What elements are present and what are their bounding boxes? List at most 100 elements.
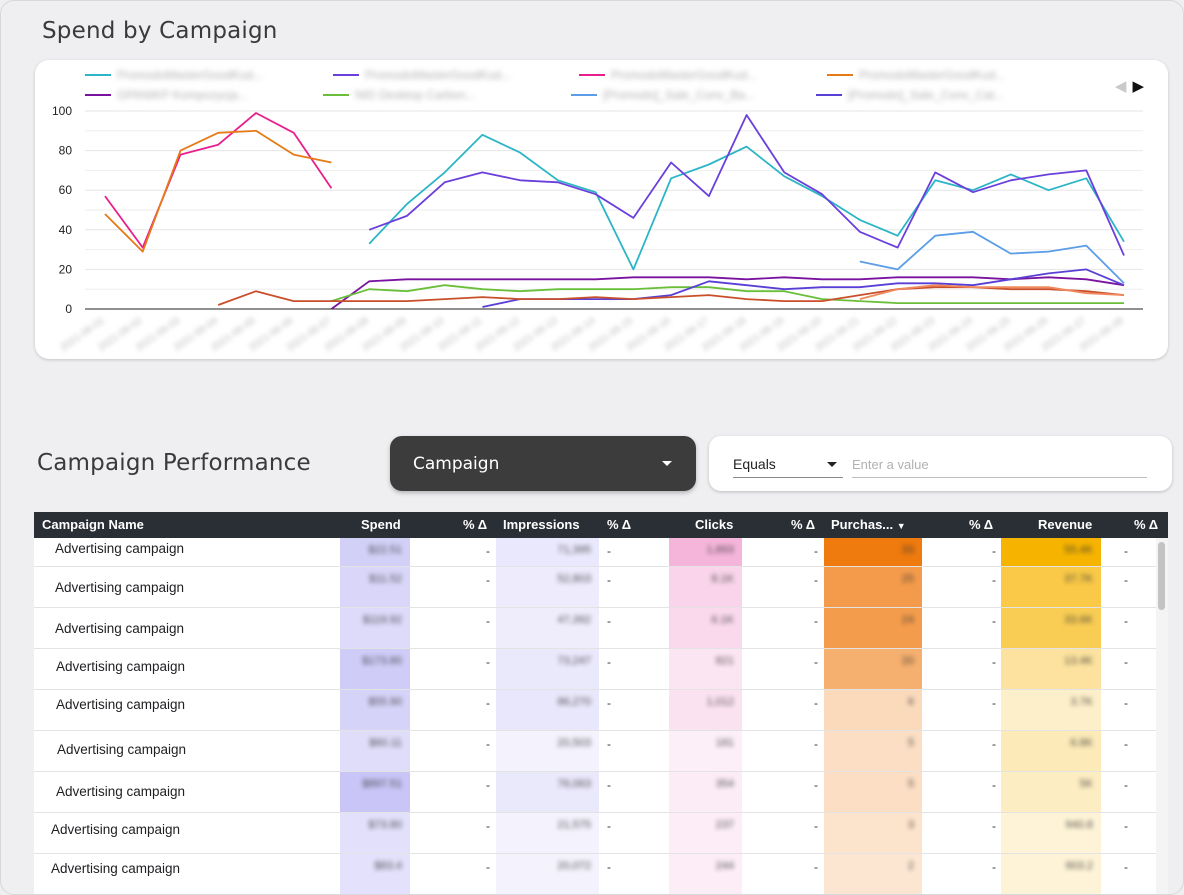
performance-title: Campaign Performance: [37, 450, 311, 476]
spend-cell: $55.90: [340, 690, 410, 730]
delta-cell: -: [1124, 860, 1128, 874]
col-clicks-delta[interactable]: % Δ: [791, 517, 816, 532]
impr-cell: 20,503: [496, 731, 599, 771]
y-tick-label: 80: [59, 144, 73, 158]
campaign-name-cell: Advertising campaign: [51, 861, 181, 876]
legend-next-icon[interactable]: ▶: [1132, 78, 1144, 95]
campaign-name-cell: Advertising campaign: [56, 659, 186, 674]
delta-cell: -: [814, 860, 818, 874]
delta-cell: -: [486, 573, 490, 587]
legend-swatch: [816, 94, 842, 96]
rev-value: 940.8: [1065, 819, 1093, 831]
rev-cell: 940.8: [1001, 813, 1101, 853]
delta-cell: -: [486, 655, 490, 669]
table-row[interactable]: Advertising campaign $11.52 52,803 8.1K 25 37…: [34, 567, 1156, 608]
campaign-name-cell: Advertising campaign: [55, 541, 185, 556]
y-tick-label: 100: [52, 104, 72, 118]
col-impressions[interactable]: Impressions: [503, 517, 580, 532]
purch-value: 5: [907, 778, 914, 790]
spend-cell: $173.80: [340, 649, 410, 689]
purch-value: 24: [901, 614, 914, 626]
purch-cell: 20: [824, 649, 922, 689]
clicks-value: 8.1K: [711, 573, 734, 585]
filter-control: Equals: [709, 436, 1172, 491]
clicks-value: 181: [715, 737, 734, 749]
col-purchases-delta[interactable]: % Δ: [969, 517, 994, 532]
table-row[interactable]: Advertising campaign $55.90 86,270 1,012 6 3.…: [34, 690, 1156, 731]
spend-value: $173.80: [362, 655, 402, 667]
series-line: [482, 268, 1125, 308]
impr-value: 52,803: [557, 573, 591, 585]
clicks-value: 821: [715, 655, 734, 667]
delta-cell: -: [607, 544, 611, 558]
col-clicks[interactable]: Clicks: [695, 517, 734, 532]
delta-cell: -: [1124, 737, 1128, 751]
series-line: [330, 276, 1125, 310]
table-row[interactable]: Advertising campaign $60.11 20,503 181 5 6.8K…: [34, 731, 1156, 772]
legend-item[interactable]: PromodoMasterGoodKud...: [827, 68, 1005, 82]
legend-item[interactable]: [Promodo]_Sale_Conv_Ba...: [571, 88, 755, 102]
legend-label: PromodoMasterGoodKud...: [117, 68, 264, 82]
dimension-dropdown-label: Campaign: [413, 453, 500, 474]
delta-cell: -: [486, 614, 490, 628]
campaign-table: Campaign Name Spend % Δ Impressions % Δ …: [34, 512, 1168, 894]
legend-pager: ◀ ▶: [1115, 77, 1144, 95]
col-spend[interactable]: Spend: [361, 517, 401, 532]
rev-cell: 13.4K: [1001, 649, 1101, 689]
legend-label: NID Desktop Carbon...: [355, 88, 476, 102]
table-row[interactable]: Advertising campaign $73.80 21,575 237 3 940.…: [34, 813, 1156, 854]
dimension-dropdown[interactable]: Campaign: [390, 436, 696, 491]
table-row[interactable]: Advertising campaign $22.51 71,395 1,893 33 5…: [34, 538, 1156, 567]
spend-cell: $119.92: [340, 608, 410, 648]
legend-item[interactable]: NID Desktop Carbon...: [323, 88, 476, 102]
clicks-value: 237: [715, 819, 734, 831]
spend-line-chart: 1008060402002021-06-012021-06-022021-06-…: [52, 104, 1143, 354]
col-revenue[interactable]: Revenue: [1038, 517, 1093, 532]
rev-value: 3.7K: [1070, 696, 1093, 708]
legend-swatch: [579, 74, 605, 76]
clicks-cell: 1,893: [669, 538, 742, 566]
col-purchases[interactable]: Purchas... ▼: [831, 517, 906, 532]
legend-label: PromodoMasterGoodKud...: [365, 68, 512, 82]
spend-cell: $22.51: [340, 538, 410, 566]
legend-item[interactable]: [Promodo]_Sale_Conv_Cat...: [816, 88, 1004, 102]
chevron-down-icon: [827, 462, 837, 467]
spend-value: $73.80: [368, 819, 402, 831]
legend-item[interactable]: PromodoMasterGoodKud...: [579, 68, 757, 82]
legend-swatch: [571, 94, 597, 96]
table-scrollbar[interactable]: [1156, 538, 1168, 894]
legend-prev-icon[interactable]: ◀: [1114, 78, 1127, 95]
delta-cell: -: [607, 614, 611, 628]
col-revenue-delta[interactable]: % Δ: [1134, 517, 1159, 532]
delta-cell: -: [814, 573, 818, 587]
col-purchases-label: Purchas...: [831, 517, 894, 532]
campaign-name-cell: Advertising campaign: [56, 784, 186, 799]
delta-cell: -: [486, 696, 490, 710]
table-row[interactable]: Advertising campaign $83.4 20,072 244 2 903.2…: [34, 854, 1156, 894]
table-row[interactable]: Advertising campaign $173.80 73,247 821 20 13…: [34, 649, 1156, 690]
spend-value: $60.11: [369, 737, 402, 749]
filter-value-input[interactable]: [852, 452, 1147, 478]
spend-value: $897.51: [362, 778, 402, 790]
col-spend-delta[interactable]: % Δ: [463, 517, 488, 532]
delta-cell: -: [607, 655, 611, 669]
rev-cell: 33.6K: [1001, 608, 1101, 648]
col-campaign-name[interactable]: Campaign Name: [42, 517, 144, 532]
rev-value: 5K: [1079, 778, 1093, 790]
delta-cell: -: [1124, 614, 1128, 628]
table-row[interactable]: Advertising campaign $119.92 47,392 6.1K 24 3…: [34, 608, 1156, 649]
impr-value: 20,072: [557, 860, 591, 872]
col-impressions-delta[interactable]: % Δ: [607, 517, 632, 532]
rev-value: 13.4K: [1064, 655, 1093, 667]
legend-item[interactable]: PromodoMasterGoodKud...: [333, 68, 511, 82]
spend-value: $22.51: [368, 544, 402, 556]
table-row[interactable]: Advertising campaign $897.51 76,063 354 5 5K -…: [34, 772, 1156, 813]
filter-operator-select[interactable]: Equals: [733, 452, 843, 478]
legend-item[interactable]: PromodoMasterGoodKud...: [85, 68, 263, 82]
legend-item[interactable]: GPANIKP Kompozycja...: [85, 88, 248, 102]
delta-cell: -: [607, 696, 611, 710]
clicks-cell: 354: [669, 772, 742, 812]
scrollbar-thumb[interactable]: [1158, 542, 1165, 610]
spend-value: $11.52: [369, 573, 402, 585]
delta-cell: -: [992, 614, 996, 628]
